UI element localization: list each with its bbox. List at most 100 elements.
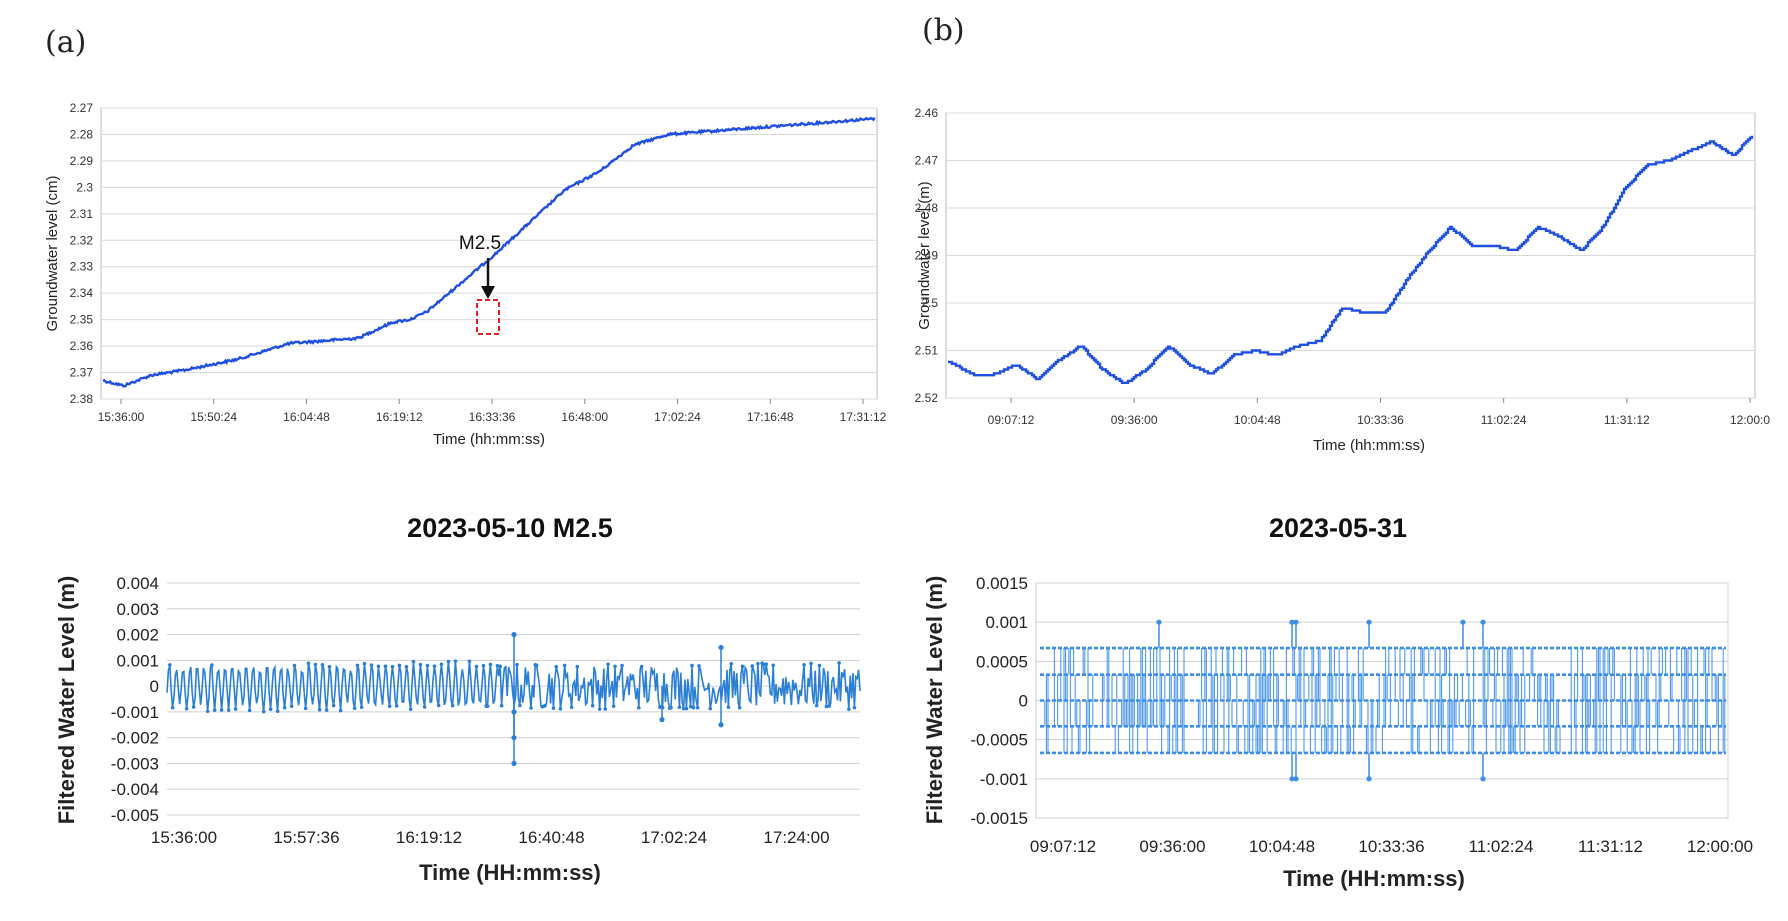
spike-point (1293, 619, 1299, 625)
y-axis-label: Groundwater level (m) (916, 181, 933, 329)
chart-b-filtered: 2023-05-31 -0.0015 -0.001 -0.0005 0 0.0005 0.0… (922, 513, 1753, 891)
x-axis-label: Time (HH:mm:ss) (419, 860, 601, 885)
x-tick-label: 11:31:12 (1604, 413, 1650, 427)
y-tick-label: 0.0005 (976, 652, 1028, 671)
y-tick-label: -0.004 (111, 780, 159, 799)
x-tick-label: 16:33:36 (469, 410, 516, 424)
chart-a-groundwater: 2.27 2.28 2.29 2.3 2.31 2.32 2.33 2.34 2.35 2.36 2… (44, 101, 887, 448)
y-tick-label: 0.004 (116, 574, 159, 593)
y-tick-label: 2.51 (915, 344, 939, 358)
x-tick-label: 10:33:36 (1357, 413, 1404, 427)
spike-point (1156, 619, 1162, 625)
x-tick-label: 17:16:48 (747, 410, 794, 424)
y-tick-label: 2.46 (915, 106, 939, 120)
x-tick-label: 09:07:12 (1030, 837, 1096, 856)
x-tick-label: 12:00:0 (1730, 413, 1770, 427)
y-tick-label: -0.002 (111, 729, 159, 748)
y-tick-label: 0 (1019, 692, 1028, 711)
y-tick-label: -0.0005 (970, 731, 1028, 750)
x-tick-label: 12:00:00 (1687, 837, 1753, 856)
y-tick-label: 2.37 (70, 366, 94, 380)
spike-point (511, 631, 517, 638)
spike-point (718, 722, 724, 728)
y-tick-label: 0.001 (116, 651, 159, 670)
annotation-arrow-head (481, 286, 495, 299)
spike-point (1480, 619, 1486, 625)
y-tick-label: 0.001 (985, 613, 1028, 632)
y-tick-label: 2.36 (70, 339, 94, 353)
chart-title: 2023-05-10 M2.5 (407, 513, 613, 543)
y-axis-label: Groundwater level (cm) (44, 176, 61, 332)
y-tick-label: 2.33 (70, 260, 94, 274)
x-tick-label: 10:33:36 (1358, 837, 1424, 856)
spike-point (1293, 776, 1299, 782)
spike-point (1289, 776, 1295, 782)
y-tick-label: 2.29 (70, 154, 94, 168)
x-axis-label: Time (hh:mm:ss) (433, 431, 545, 448)
y-tick-label: 2.5 (921, 296, 938, 310)
y-tick-label: 2.47 (915, 154, 939, 168)
x-tick-label: 11:02:24 (1481, 413, 1527, 427)
x-tick-label: 10:04:48 (1249, 837, 1315, 856)
x-axis-label: Time (HH:mm:ss) (1283, 866, 1465, 891)
spike-point (1289, 619, 1295, 625)
y-axis-label: Filtered Water Level (m) (54, 576, 79, 825)
x-tick-label: 17:02:24 (641, 828, 707, 847)
x-tick-label: 09:36:00 (1139, 837, 1205, 856)
x-tick-label: 16:19:12 (376, 410, 423, 424)
panel-label-a: (a) (45, 25, 86, 60)
x-tick-label: 15:36:00 (151, 828, 217, 847)
chart-a-filtered: 2023-05-10 M2.5 -0.005 -0.004 -0.003 -0.002 -… (54, 513, 861, 885)
y-axis-label: Filtered Water Level (m) (922, 576, 947, 825)
x-tick-label: 10:04:48 (1234, 413, 1281, 427)
x-tick-label: 09:36:00 (1111, 413, 1158, 427)
y-tick-label: -0.005 (111, 806, 159, 825)
x-axis-label: Time (hh:mm:ss) (1313, 437, 1425, 454)
spike-point (1366, 619, 1372, 625)
y-tick-label: 0.0015 (976, 574, 1028, 593)
y-tick-label: 2.32 (70, 233, 94, 247)
groundwater-line (948, 135, 1754, 384)
y-tick-label: 0.002 (116, 626, 159, 645)
spike-point (511, 760, 517, 767)
x-tick-label: 09:07:12 (988, 413, 1035, 427)
filtered-markers (168, 659, 857, 714)
y-tick-label: 2.35 (70, 313, 94, 327)
y-tick-label: -0.003 (111, 754, 159, 773)
x-tick-label: 16:04:48 (283, 410, 330, 424)
x-tick-label: 17:02:24 (654, 410, 701, 424)
y-tick-label: 2.34 (70, 286, 94, 300)
y-tick-label: 2.28 (70, 127, 94, 141)
spike-point (718, 644, 724, 651)
x-tick-label: 17:31:12 (840, 410, 887, 424)
y-tick-label: 0 (150, 677, 159, 696)
x-tick-label: 16:40:48 (518, 828, 584, 847)
panel-label-b: (b) (922, 13, 965, 48)
x-tick-label: 16:19:12 (396, 828, 462, 847)
spike-point (1366, 776, 1372, 782)
y-tick-label: 2.3 (76, 180, 93, 194)
spike-point (1480, 776, 1486, 782)
y-tick-label: -0.0015 (970, 809, 1028, 828)
y-tick-label: 2.48 (915, 201, 939, 215)
y-tick-label: -0.001 (980, 770, 1028, 789)
y-tick-label: 2.31 (70, 207, 94, 221)
y-tick-label: 2.38 (70, 392, 94, 406)
y-tick-label: 2.27 (70, 101, 94, 115)
x-tick-label: 11:02:24 (1469, 837, 1534, 856)
x-tick-label: 16:48:00 (561, 410, 608, 424)
x-tick-label: 15:36:00 (98, 410, 145, 424)
chart-title: 2023-05-31 (1269, 513, 1407, 543)
x-tick-label: 15:50:24 (190, 410, 237, 424)
x-tick-label: 17:24:00 (763, 828, 829, 847)
x-tick-label: 15:57:36 (273, 828, 339, 847)
y-tick-label: -0.001 (111, 703, 159, 722)
y-tick-label: 0.003 (116, 600, 159, 619)
x-tick-label: 11:31:12 (1578, 837, 1643, 856)
spike-point (659, 717, 665, 723)
y-tick-label: 2.52 (915, 391, 939, 405)
spike-point (1460, 619, 1466, 625)
y-tick-label: 2.49 (915, 249, 939, 263)
annotation-label: M2.5 (459, 233, 501, 254)
